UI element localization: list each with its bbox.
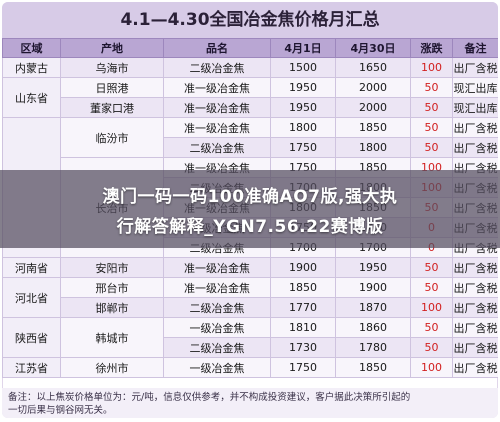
cell-remark: 出厂含税: [452, 357, 498, 378]
cell-change: 50: [410, 77, 453, 98]
cell-change: 50: [410, 137, 453, 158]
cell-price-apr30: 1950: [335, 257, 411, 278]
cell-price-apr1: 1950: [270, 77, 336, 98]
cell-price-apr1: 1810: [270, 317, 336, 338]
table-row: 临汾市 准一级冶金焦 1800 1850 50 出厂含税: [2, 117, 498, 258]
cell-price-apr30: 1870: [335, 297, 411, 318]
table-row: 邯郸市 二级冶金焦 1770 1870 100 出厂含税: [3, 297, 498, 318]
cell-origin: 临汾市: [60, 117, 164, 158]
cell-change: 50: [410, 117, 453, 138]
page-title: 4.1—4.30全国冶金焦价格月汇总: [2, 2, 498, 38]
table-row: 山东省 日照港 准一级冶金焦 1950 2000 50 现汇出库: [2, 77, 498, 118]
cell-change: 50: [410, 277, 453, 298]
cell-origin: 韩城市: [60, 317, 164, 358]
cell-remark: 出厂含税: [452, 257, 498, 278]
cell-region: 河北省: [2, 277, 61, 318]
cell-price-apr30: 1650: [335, 57, 411, 78]
cell-price-apr1: 1500: [270, 57, 336, 78]
cell-change: 50: [410, 337, 453, 358]
cell-change: 100: [410, 357, 453, 378]
cell-remark: 出厂含税: [452, 57, 498, 78]
cell-product: 一级冶金焦: [163, 357, 271, 378]
cell-change: 50: [410, 257, 453, 278]
cell-price-apr1: 1730: [270, 337, 336, 358]
cell-product: 准一级冶金焦: [163, 277, 271, 298]
cell-price-apr1: 1800: [270, 117, 336, 138]
table-row: 董家口港 准一级冶金焦 1950 2000 50 现汇出库: [3, 97, 498, 118]
header-remark: 备注: [452, 38, 498, 58]
cell-remark: 出厂含税: [452, 117, 498, 138]
header-product: 品名: [163, 38, 271, 58]
cell-origin: 董家口港: [60, 97, 164, 118]
price-summary-card: 4.1—4.30全国冶金焦价格月汇总 区域 产地 品名 4月1日 4月30日 涨…: [2, 2, 498, 418]
cell-product: 准一级冶金焦: [163, 257, 271, 278]
cell-product: 准一级冶金焦: [163, 77, 271, 98]
cell-price-apr1: 1750: [270, 357, 336, 378]
table-row: 陕西省 韩城市 一级冶金焦 1810 1860 50 出厂含税: [2, 317, 498, 358]
table-row: 河北省 邢台市 准一级冶金焦 1850 1900 50 出厂含税: [2, 277, 498, 318]
cell-origin: 日照港: [60, 77, 164, 98]
cell-remark: 出厂含税: [452, 337, 498, 358]
table-row: 内蒙古 乌海市 二级冶金焦 1500 1650 100 出厂含税: [2, 57, 498, 78]
cell-remark: 出厂含税: [452, 297, 498, 318]
cell-origin: 乌海市: [60, 57, 164, 78]
cell-region: 河南省: [2, 257, 61, 278]
cell-product: 二级冶金焦: [163, 337, 271, 358]
cell-change: 100: [410, 57, 453, 78]
table-header-row: 区域 产地 品名 4月1日 4月30日 涨跌 备注: [2, 38, 498, 58]
cell-region: 内蒙古: [2, 57, 61, 78]
cell-origin: 邯郸市: [60, 297, 164, 318]
cell-origin: 邢台市: [60, 277, 164, 298]
table-row: 河南省 安阳市 准一级冶金焦 1900 1950 50 出厂含税: [2, 257, 498, 278]
banner-text-line-1: 澳门一码一码100准确AO7版,强大执: [102, 187, 398, 207]
cell-price-apr1: 1950: [270, 97, 336, 118]
cell-remark: 出厂含税: [452, 137, 498, 158]
cell-price-apr30: 2000: [335, 97, 411, 118]
cell-change: 100: [410, 297, 453, 318]
header-apr30: 4月30日: [335, 38, 411, 58]
cell-product: 二级冶金焦: [163, 137, 271, 158]
cell-price-apr1: 1850: [270, 277, 336, 298]
cell-product: 一级冶金焦: [163, 317, 271, 338]
header-region: 区域: [2, 38, 61, 58]
cell-change: 50: [410, 317, 453, 338]
header-change: 涨跌: [410, 38, 453, 58]
table-row: 江苏省 徐州市 一级冶金焦 1750 1850 100 出厂含税: [2, 357, 498, 378]
cell-region: 陕西省: [2, 317, 61, 358]
banner-text-line-2: 行解答解释_YGN7.56.22赛博版: [116, 217, 384, 237]
cell-product: 二级冶金焦: [163, 297, 271, 318]
cell-price-apr1: 1900: [270, 257, 336, 278]
cell-price-apr30: 1900: [335, 277, 411, 298]
cell-price-apr30: 1780: [335, 337, 411, 358]
cell-price-apr30: 1800: [335, 137, 411, 158]
cell-region: 江苏省: [2, 357, 61, 378]
cell-remark: 出厂含税: [452, 317, 498, 338]
footer-line-1: 备注：以上焦炭价格单位为：元/吨，信息仅供参考，并不构成投资建议，客户据此决策所…: [8, 392, 411, 403]
cell-price-apr1: 1750: [270, 137, 336, 158]
header-origin: 产地: [60, 38, 164, 58]
cell-change: 50: [410, 97, 453, 118]
cell-price-apr30: 1850: [335, 117, 411, 138]
cell-remark: 现汇出库: [452, 77, 498, 98]
table-row: 二级冶金焦 1750 1800 50 出厂含税: [3, 137, 498, 158]
cell-product: 准一级冶金焦: [163, 117, 271, 138]
cell-origin: 安阳市: [60, 257, 164, 278]
header-apr1: 4月1日: [270, 38, 336, 58]
cell-price-apr30: 1850: [335, 357, 411, 378]
cell-product: 准一级冶金焦: [163, 97, 271, 118]
footer-line-2: 一切后果与钢谷网无关。: [8, 405, 113, 416]
cell-region: 山东省: [2, 77, 61, 118]
footer-note: 备注：以上焦炭价格单位为：元/吨，信息仅供参考，并不构成投资建议，客户据此决策所…: [2, 388, 498, 418]
watermark-banner: [0, 170, 500, 248]
cell-price-apr30: 2000: [335, 77, 411, 98]
cell-remark: 出厂含税: [452, 277, 498, 298]
cell-price-apr30: 1860: [335, 317, 411, 338]
cell-remark: 现汇出库: [452, 97, 498, 118]
cell-origin: 徐州市: [60, 357, 164, 378]
cell-price-apr1: 1770: [270, 297, 336, 318]
cell-product: 二级冶金焦: [163, 57, 271, 78]
table-row: 二级冶金焦 1730 1780 50 出厂含税: [3, 337, 498, 358]
